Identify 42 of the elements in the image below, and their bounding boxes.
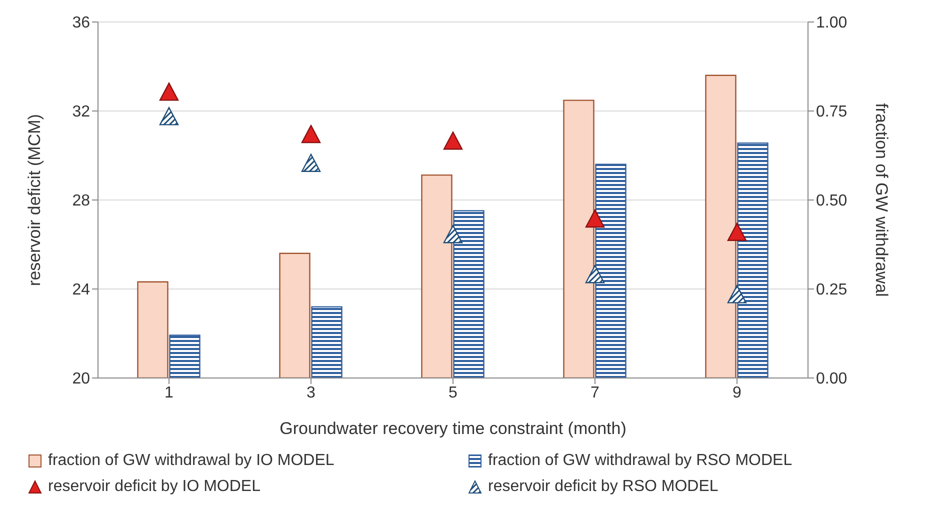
point: [443, 132, 463, 150]
point: [727, 285, 747, 304]
legend-label: reservoir deficit by RSO MODEL: [488, 478, 718, 496]
point: [159, 82, 179, 101]
legend-label: fraction of GW withdrawal by IO MODEL: [48, 452, 334, 470]
point: [727, 222, 747, 241]
legend-label: reservoir deficit by IO MODEL: [48, 478, 260, 496]
x-tick-label: 3: [306, 384, 316, 402]
point: [301, 124, 321, 144]
y-tick-label: 32: [72, 104, 90, 121]
bar: [595, 164, 626, 378]
bar: [169, 334, 200, 378]
y2-tick-label: 0.75: [816, 104, 848, 121]
point: [443, 225, 463, 244]
y2-tick-label: 0.00: [816, 370, 848, 388]
bar: [311, 306, 342, 378]
x-tick-label: 7: [590, 384, 600, 402]
y-axis-title: reservoir deficit (MCM): [25, 114, 44, 286]
bar: [705, 74, 736, 378]
y2-tick-label: 0.25: [816, 282, 848, 299]
y2-axis-title: fraction of GW withdrawal: [872, 103, 891, 297]
point: [301, 154, 321, 172]
x-axis-title: Groundwater recovery time constraint (month): [280, 419, 626, 438]
bar: [421, 174, 452, 378]
legend-label: fraction of GW withdrawal by RSO MODEL: [488, 452, 792, 470]
point: [585, 209, 605, 228]
y-tick-label: 28: [72, 192, 90, 210]
y-tick-label: 20: [72, 370, 90, 388]
bar: [453, 210, 484, 378]
y-tick-label: 24: [72, 282, 90, 299]
y2-tick-label: 1.00: [816, 14, 848, 32]
y-tick-label: 36: [72, 14, 90, 32]
bar: [279, 252, 310, 378]
y2-tick-label: 0.50: [816, 192, 848, 210]
bar: [137, 281, 168, 378]
x-tick-label: 9: [732, 384, 742, 402]
point: [585, 265, 605, 284]
bar: [737, 142, 768, 378]
bar: [563, 100, 594, 378]
point: [159, 107, 179, 126]
x-tick-label: 5: [448, 384, 458, 402]
x-tick-label: 1: [164, 384, 174, 402]
